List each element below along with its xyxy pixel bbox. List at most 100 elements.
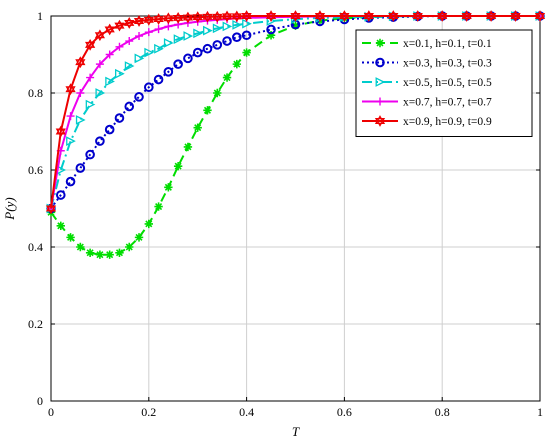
data-point-marker bbox=[95, 136, 105, 146]
data-point-marker bbox=[173, 59, 183, 69]
data-point-marker bbox=[75, 56, 86, 69]
data-point-marker bbox=[173, 161, 183, 171]
data-point-marker bbox=[85, 99, 96, 110]
y-tick-label: 0.2 bbox=[28, 317, 43, 331]
x-axis-label: T bbox=[292, 424, 300, 439]
legend-item: x=0.5, h=0.5, t=0.5 bbox=[362, 77, 492, 89]
data-point-marker bbox=[461, 10, 472, 22]
data-point-marker bbox=[115, 68, 125, 79]
data-point-marker bbox=[153, 13, 164, 25]
data-point-marker bbox=[231, 10, 242, 23]
data-point-marker bbox=[212, 23, 223, 34]
data-point-marker bbox=[290, 10, 301, 22]
data-point-marker bbox=[134, 92, 144, 102]
data-point-marker bbox=[363, 10, 374, 22]
series-layer bbox=[45, 10, 546, 259]
y-tick-label: 0.6 bbox=[28, 163, 43, 177]
data-point-marker bbox=[266, 24, 276, 35]
legend-marker bbox=[375, 57, 385, 68]
data-point-marker bbox=[437, 10, 448, 22]
data-point-marker bbox=[55, 190, 66, 200]
data-point-marker bbox=[183, 142, 193, 152]
data-point-marker bbox=[221, 10, 233, 23]
data-point-marker bbox=[114, 19, 125, 32]
data-point-marker bbox=[173, 12, 184, 24]
data-point-marker bbox=[388, 10, 399, 22]
data-point-marker bbox=[203, 25, 213, 36]
legend-marker bbox=[375, 77, 386, 87]
data-point-marker bbox=[212, 40, 223, 50]
data-point-marker bbox=[135, 32, 144, 41]
data-point-marker bbox=[66, 136, 76, 146]
data-point-marker bbox=[124, 101, 135, 112]
x-tick-label: 0.4 bbox=[239, 405, 254, 419]
x-tick-label: 1 bbox=[537, 405, 543, 419]
data-point-marker bbox=[76, 242, 85, 252]
data-point-marker bbox=[232, 20, 243, 30]
legend-item: x=0.7, h=0.7, t=0.7 bbox=[362, 97, 492, 109]
data-point-marker bbox=[183, 31, 194, 41]
y-tick-label: 0.8 bbox=[28, 86, 43, 100]
y-tick-label: 0.4 bbox=[28, 240, 43, 254]
data-point-marker bbox=[192, 47, 203, 58]
data-point-marker bbox=[66, 233, 75, 242]
data-point-marker bbox=[75, 115, 86, 125]
legend-label: x=0.9, h=0.9, t=0.9 bbox=[403, 116, 492, 128]
data-point-marker bbox=[66, 112, 75, 121]
data-point-marker bbox=[242, 48, 251, 57]
data-point-marker bbox=[134, 53, 145, 64]
data-point-marker bbox=[115, 248, 124, 257]
data-point-marker bbox=[153, 74, 164, 85]
data-point-marker bbox=[154, 25, 163, 34]
data-point-marker bbox=[193, 123, 202, 132]
x-tick-label: 0.6 bbox=[337, 405, 352, 419]
data-point-marker bbox=[163, 67, 174, 77]
series-line bbox=[50, 15, 540, 210]
data-point-marker bbox=[222, 73, 232, 82]
data-point-marker bbox=[192, 11, 203, 24]
data-point-marker bbox=[266, 31, 276, 40]
data-point-marker bbox=[154, 202, 163, 211]
data-point-marker bbox=[203, 106, 212, 115]
data-point-marker bbox=[193, 28, 203, 39]
legend-box bbox=[355, 29, 533, 137]
data-point-marker bbox=[95, 60, 104, 69]
x-tick-label: 0.8 bbox=[435, 405, 450, 419]
data-point-marker bbox=[104, 124, 115, 135]
data-point-marker bbox=[95, 88, 106, 98]
data-point-marker bbox=[339, 10, 350, 22]
data-point-marker bbox=[314, 10, 326, 22]
data-point-marker bbox=[143, 13, 154, 26]
data-point-marker bbox=[534, 10, 546, 22]
data-point-marker bbox=[133, 15, 145, 27]
data-point-marker bbox=[222, 36, 232, 46]
data-point-marker bbox=[114, 113, 125, 123]
data-point-marker bbox=[202, 43, 213, 54]
data-point-marker bbox=[202, 10, 213, 23]
data-point-marker bbox=[265, 10, 277, 22]
x-tick-label: 0.2 bbox=[141, 405, 156, 419]
legend-marker bbox=[374, 115, 386, 127]
axis-ticks: 0 0.2 0.4 0.6 0.8 1 0 0.2 0.4 0.6 0.8 1 bbox=[28, 9, 543, 419]
data-point-marker bbox=[95, 250, 105, 259]
y-tick-label: 1 bbox=[37, 9, 43, 23]
data-point-marker bbox=[241, 30, 252, 41]
legend-label: x=0.3, h=0.3, t=0.3 bbox=[403, 58, 492, 70]
data-point-marker bbox=[56, 221, 65, 231]
data-point-marker bbox=[212, 10, 223, 23]
data-point-marker bbox=[125, 37, 134, 46]
y-axis-label: P(y) bbox=[2, 197, 17, 220]
data-point-marker bbox=[105, 76, 115, 87]
data-point-marker bbox=[85, 38, 96, 51]
data-point-marker bbox=[144, 28, 153, 37]
data-point-marker bbox=[485, 10, 497, 22]
data-point-marker bbox=[76, 89, 85, 97]
data-point-marker bbox=[105, 50, 114, 59]
y-tick-label: 0 bbox=[37, 394, 43, 408]
legend-item: x=0.1, h=0.1, t=0.1 bbox=[362, 38, 492, 50]
data-point-marker bbox=[85, 149, 95, 160]
data-point-marker bbox=[213, 88, 222, 98]
data-point-marker bbox=[154, 43, 164, 54]
legend-label: x=0.5, h=0.5, t=0.5 bbox=[403, 77, 492, 89]
